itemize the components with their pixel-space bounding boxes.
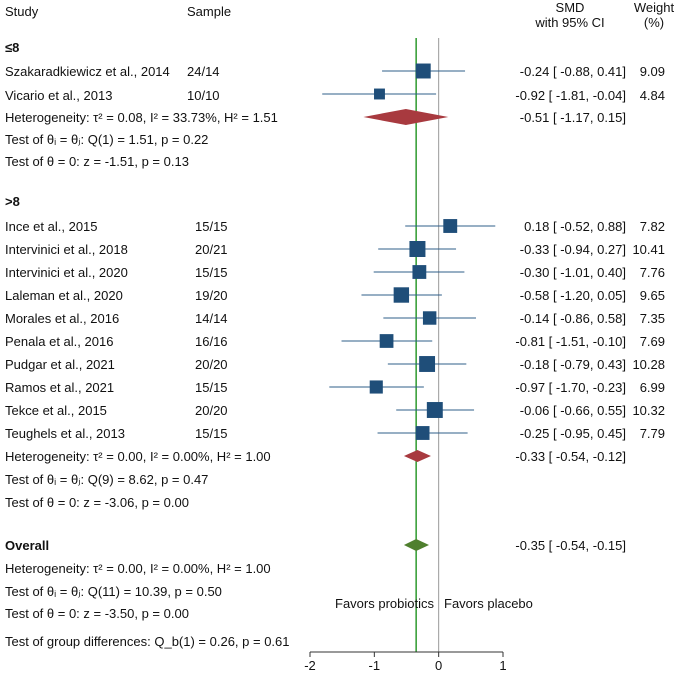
study-ci: -0.92 [ -1.81, -0.04] — [515, 88, 626, 103]
header-smd: SMD — [555, 0, 585, 15]
study-name: Intervinici et al., 2018 — [5, 242, 128, 257]
study-sample: 20/20 — [195, 403, 228, 418]
study-sample: 15/15 — [195, 380, 228, 395]
favors-placebo-label: Favors placebo — [444, 596, 533, 611]
study-effect-square — [443, 219, 458, 233]
study-weight: 9.65 — [639, 288, 665, 303]
study-sample: 15/15 — [195, 426, 228, 441]
study-ci: -0.14 [ -0.86, 0.58] — [519, 311, 626, 326]
study-sample: 16/16 — [195, 334, 228, 349]
study-name: Pudgar et al., 2021 — [5, 357, 115, 372]
header-weight: Weight — [633, 0, 675, 15]
x-tick-label: -2 — [304, 658, 316, 673]
study-name: Ramos et al., 2021 — [5, 380, 115, 395]
study-ci: -0.18 [ -0.79, 0.43] — [519, 357, 626, 372]
study-sample: 15/15 — [195, 265, 228, 280]
study-effect-square — [393, 287, 410, 303]
overall-diamond — [403, 539, 430, 551]
group-label-le8: ≤8 — [5, 40, 20, 55]
study-weight: 4.84 — [639, 88, 665, 103]
study-ci: -0.25 [ -0.95, 0.45] — [519, 426, 626, 441]
study-effect-square — [374, 88, 385, 100]
study-ci: -0.33 [ -0.94, 0.27] — [519, 242, 626, 257]
header-sample: Sample — [187, 4, 232, 19]
z-test-overall: Test of θ = 0: z = -3.50, p = 0.00 — [5, 606, 189, 621]
q-test-gt8: Test of θᵢ = θⱼ: Q(9) = 8.62, p = 0.47 — [5, 472, 209, 487]
study-effect-square — [415, 426, 430, 440]
study-weight: 7.79 — [639, 426, 665, 441]
study-ci: -0.58 [ -1.20, 0.05] — [519, 288, 626, 303]
study-sample: 15/15 — [195, 219, 228, 234]
study-name: Intervinici et al., 2020 — [5, 265, 128, 280]
x-tick-label: 1 — [499, 658, 506, 673]
subgroup-diamond — [403, 450, 431, 462]
study-name: Penala et al., 2016 — [5, 334, 114, 349]
heterogeneity-overall: Heterogeneity: τ² = 0.00, I² = 0.00%, H²… — [5, 561, 271, 576]
study-name: Tekce et al., 2015 — [5, 403, 107, 418]
study-name: Morales et al., 2016 — [5, 311, 120, 326]
study-sample: 10/10 — [187, 88, 220, 103]
study-ci: -0.30 [ -1.01, 0.40] — [519, 265, 626, 280]
header-study: Study — [5, 4, 39, 19]
study-weight: 6.99 — [639, 380, 665, 395]
study-effect-square — [369, 380, 383, 394]
study-effect-square — [426, 402, 443, 418]
study-sample: 24/14 — [187, 64, 220, 79]
z-test-gt8: Test of θ = 0: z = -3.06, p = 0.00 — [5, 495, 189, 510]
study-ci: -0.24 [ -0.88, 0.41] — [519, 64, 626, 79]
study-name: Teughels et al., 2013 — [5, 426, 125, 441]
header-weight-pct: (%) — [643, 15, 665, 30]
heterogeneity-le8: Heterogeneity: τ² = 0.08, I² = 33.73%, H… — [5, 110, 278, 125]
heterogeneity-gt8: Heterogeneity: τ² = 0.00, I² = 0.00%, H²… — [5, 449, 271, 464]
study-weight: 7.35 — [639, 311, 665, 326]
study-sample: 19/20 — [195, 288, 228, 303]
study-weight: 10.32 — [632, 403, 665, 418]
study-ci: -0.06 [ -0.66, 0.55] — [519, 403, 626, 418]
study-weight: 7.69 — [639, 334, 665, 349]
study-weight: 7.76 — [639, 265, 665, 280]
study-ci: -0.81 [ -1.51, -0.10] — [515, 334, 626, 349]
study-effect-square — [409, 241, 426, 257]
study-sample: 20/21 — [195, 242, 228, 257]
pooled-ci-gt8: -0.33 [ -0.54, -0.12] — [515, 449, 626, 464]
study-name: Laleman et al., 2020 — [5, 288, 123, 303]
study-name: Szakaradkiewicz et al., 2014 — [5, 64, 170, 79]
group-label-gt8: >8 — [5, 194, 20, 209]
study-effect-square — [412, 265, 427, 279]
study-sample: 14/14 — [195, 311, 228, 326]
study-name: Vicario et al., 2013 — [5, 88, 113, 103]
header-smd-ci: with 95% CI — [535, 15, 605, 30]
x-tick-label: 0 — [435, 658, 442, 673]
overall-ci: -0.35 [ -0.54, -0.15] — [515, 538, 626, 553]
z-test-le8: Test of θ = 0: z = -1.51, p = 0.13 — [5, 154, 189, 169]
study-weight: 9.09 — [639, 64, 665, 79]
favors-probiotics-label: Favors probiotics — [335, 596, 434, 611]
study-effect-square — [415, 63, 431, 79]
study-effect-square — [422, 311, 437, 325]
study-name: Ince et al., 2015 — [5, 219, 98, 234]
q-test-overall: Test of θᵢ = θⱼ: Q(11) = 10.39, p = 0.50 — [5, 584, 222, 599]
study-ci: 0.18 [ -0.52, 0.88] — [524, 219, 626, 234]
study-weight: 10.41 — [632, 242, 665, 257]
study-weight: 7.82 — [639, 219, 665, 234]
study-weight: 10.28 — [632, 357, 665, 372]
q-test-le8: Test of θᵢ = θⱼ: Q(1) = 1.51, p = 0.22 — [5, 132, 209, 147]
overall-label: Overall — [5, 538, 50, 553]
study-ci: -0.97 [ -1.70, -0.23] — [515, 380, 626, 395]
pooled-ci-le8: -0.51 [ -1.17, 0.15] — [519, 110, 626, 125]
study-sample: 20/20 — [195, 357, 228, 372]
group-difference-test: Test of group differences: Q_b(1) = 0.26… — [5, 634, 290, 649]
study-effect-square — [419, 356, 436, 372]
study-effect-square — [379, 334, 394, 348]
subgroup-diamond — [363, 109, 449, 125]
x-tick-label: -1 — [369, 658, 381, 673]
